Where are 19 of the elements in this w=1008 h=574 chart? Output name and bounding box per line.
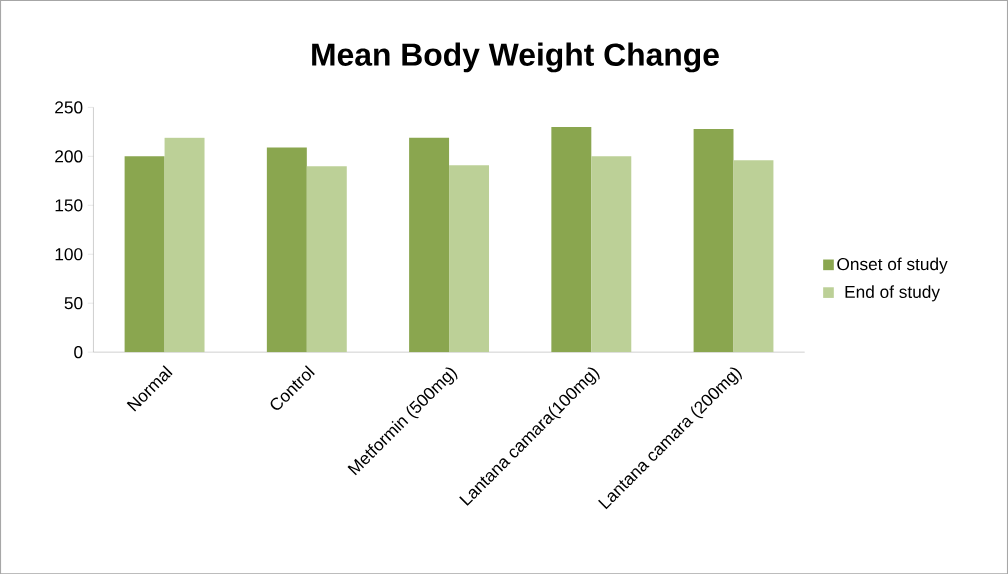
bar <box>449 164 490 352</box>
bar <box>306 165 347 352</box>
chart-title: Mean Body Weight Change <box>312 42 719 73</box>
y-tick-label: 100 <box>55 247 83 261</box>
legend-label: End of study <box>845 285 940 302</box>
bar <box>591 156 632 352</box>
bar <box>124 156 165 352</box>
y-tick-label: 250 <box>55 101 83 114</box>
y-tick-label: 50 <box>64 296 83 310</box>
y-tick-label: 150 <box>55 198 83 212</box>
bar <box>164 137 205 352</box>
bar <box>266 147 307 352</box>
bar <box>733 160 774 352</box>
bar <box>551 126 592 352</box>
bar <box>409 137 450 352</box>
bar <box>693 128 734 352</box>
y-tick-label: 0 <box>74 345 83 359</box>
y-tick-label: 200 <box>55 150 83 163</box>
legend-label: Onset of study <box>837 257 948 274</box>
